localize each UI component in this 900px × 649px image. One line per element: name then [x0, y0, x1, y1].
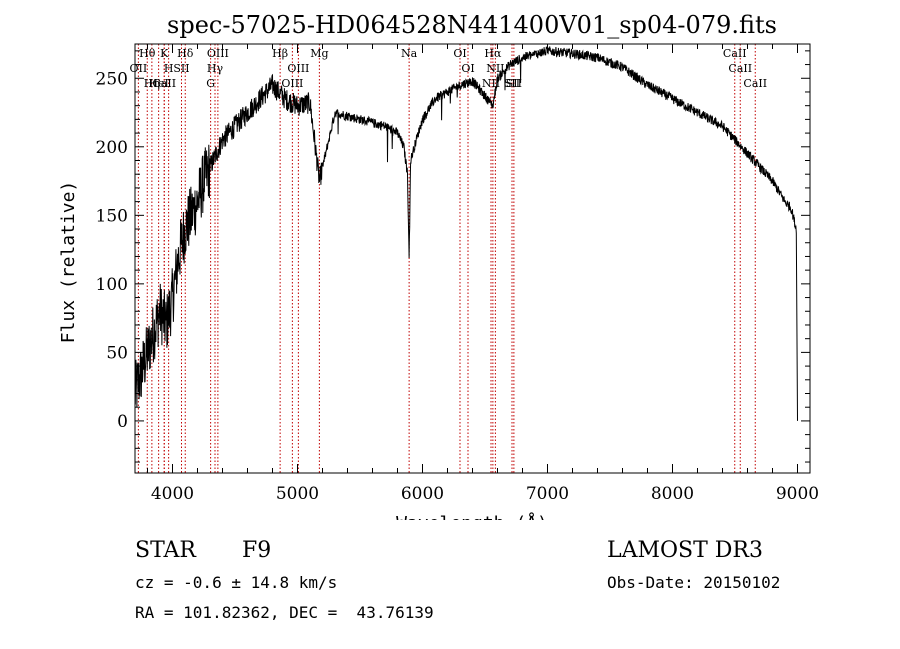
y-tick-label: 200	[96, 138, 128, 158]
line-label: G	[206, 77, 215, 90]
line-label: SII	[506, 77, 522, 90]
line-label: OIII	[281, 77, 303, 90]
line-label: Hβ	[272, 47, 288, 60]
x-tick-label: 5000	[276, 484, 319, 504]
x-tick-label: 4000	[151, 484, 194, 504]
y-axis: 0 50 100 150 200 250	[96, 50, 810, 463]
line-label: SII	[173, 62, 189, 75]
line-label: Mg	[310, 47, 328, 60]
observation-date: Obs-Date: 20150102	[607, 573, 781, 592]
spectrum-line	[134, 46, 798, 421]
object-class: STAR	[135, 538, 196, 563]
y-tick-label: 100	[96, 275, 128, 295]
coordinates: RA = 101.82362, DEC = 43.76139	[135, 603, 434, 622]
x-tick-label: 7000	[526, 484, 569, 504]
line-label: OI	[453, 47, 466, 60]
y-tick-label: 50	[106, 343, 128, 363]
line-label: Hθ	[139, 47, 156, 60]
line-label: CaII	[743, 77, 767, 90]
line-label: Hα	[484, 47, 502, 60]
chart-title: spec-57025-HD064528N441400V01_sp04-079.f…	[167, 11, 777, 39]
plot-frame	[134, 43, 811, 474]
line-label: CaII	[728, 62, 752, 75]
line-label: Hγ	[207, 62, 224, 75]
y-tick-label: 0	[117, 412, 128, 432]
x-tick-label: 6000	[401, 484, 444, 504]
object-subclass: F9	[242, 538, 272, 563]
y-axis-label: Flux (relative)	[58, 181, 79, 344]
line-label: CaII	[723, 47, 747, 60]
line-label: H	[164, 62, 174, 75]
y-tick-label: 150	[96, 206, 128, 226]
line-label: K	[160, 47, 169, 60]
x-tick-label: 9000	[776, 484, 819, 504]
line-label: OI	[461, 62, 474, 75]
line-label: OII	[130, 62, 148, 75]
y-tick-label: 250	[96, 69, 128, 89]
x-axis-label: Wavelength (Å)	[396, 512, 548, 520]
line-label: HeI	[148, 77, 168, 90]
redshift-velocity: cz = -0.6 ± 14.8 km/s	[135, 573, 338, 592]
survey-name: LAMOST DR3	[607, 538, 763, 563]
line-markers	[137, 44, 756, 473]
line-label: OIII	[207, 47, 229, 60]
line-label: OIII	[287, 62, 309, 75]
line-label: CaII	[152, 77, 176, 90]
x-tick-label: 8000	[651, 484, 694, 504]
line-label: Hδ	[177, 47, 194, 60]
line-label: Hη	[144, 77, 160, 90]
line-label: Na	[401, 47, 418, 60]
line-label: SII	[504, 77, 520, 90]
x-axis: 4000 5000 6000 7000 8000 9000	[147, 44, 819, 504]
spectrum-chart: spec-57025-HD064528N441400V01_sp04-079.f…	[58, 11, 819, 520]
